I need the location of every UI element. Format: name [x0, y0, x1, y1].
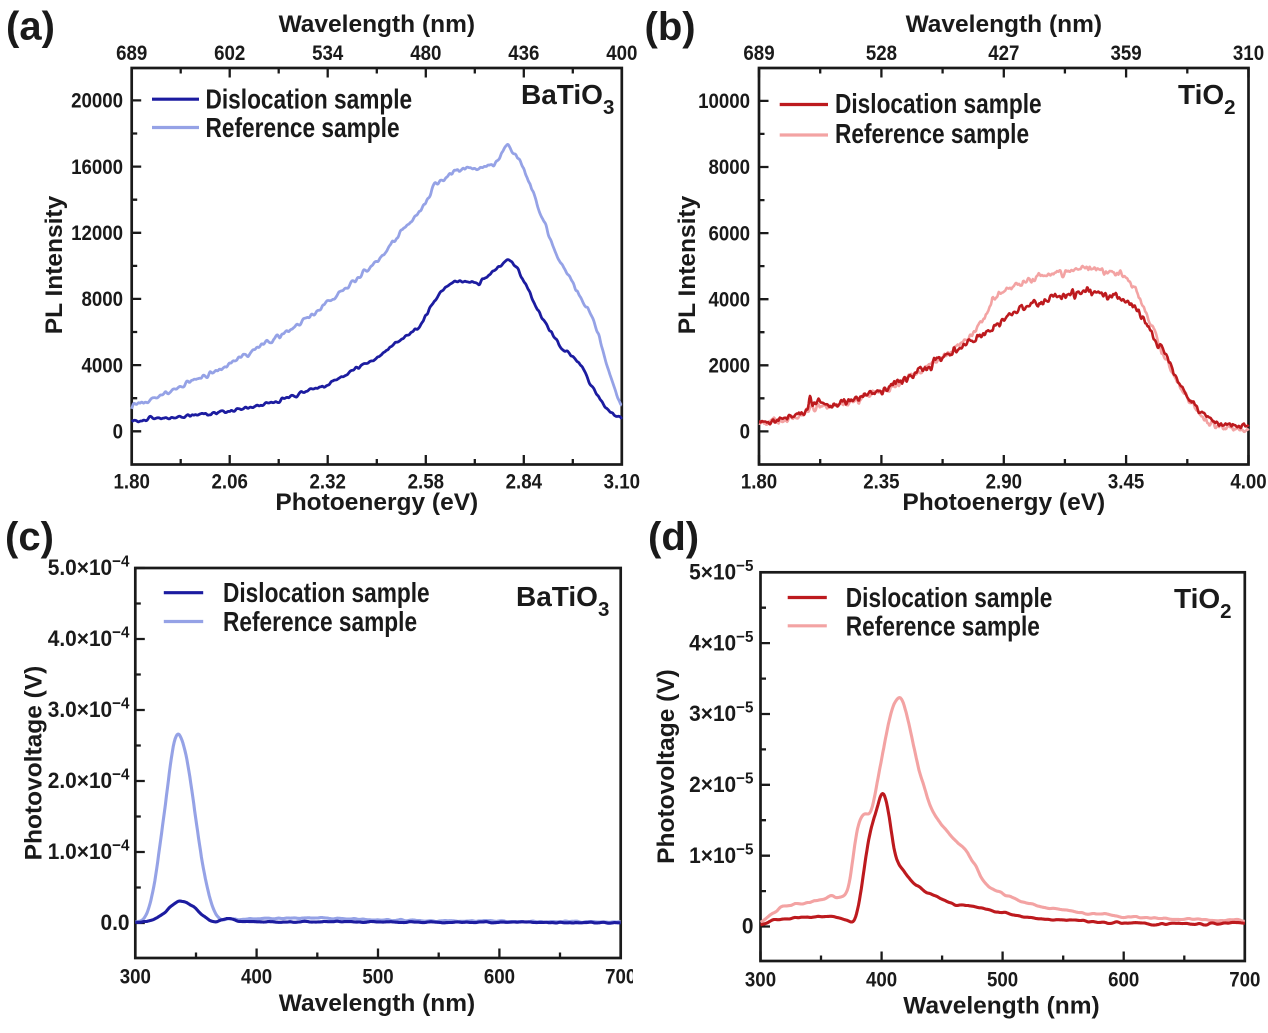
svg-text:400: 400: [606, 42, 637, 65]
svg-text:0.0: 0.0: [100, 911, 129, 936]
svg-text:Reference sample: Reference sample: [846, 611, 1040, 642]
svg-text:Wavelength (nm): Wavelength (nm): [903, 993, 1099, 1020]
svg-text:PL Intensity: PL Intensity: [41, 195, 68, 334]
svg-text:0: 0: [113, 421, 123, 444]
svg-text:600: 600: [1108, 969, 1139, 992]
svg-text:16000: 16000: [71, 156, 123, 179]
svg-text:Reference sample: Reference sample: [223, 607, 417, 638]
svg-text:Wavelength (nm): Wavelength (nm): [906, 11, 1102, 38]
svg-text:Photovoltage (V): Photovoltage (V): [21, 666, 48, 861]
svg-text:689: 689: [116, 42, 147, 65]
svg-text:Wavelength (nm): Wavelength (nm): [279, 990, 475, 1017]
svg-text:3.0×10−4: 3.0×10−4: [48, 695, 130, 722]
svg-text:436: 436: [508, 42, 539, 65]
svg-text:Dislocation sample: Dislocation sample: [835, 89, 1042, 120]
svg-text:2.58: 2.58: [408, 471, 444, 494]
svg-text:(c): (c): [5, 515, 54, 559]
svg-text:Dislocation sample: Dislocation sample: [846, 583, 1053, 614]
svg-text:528: 528: [866, 42, 897, 65]
svg-text:12000: 12000: [71, 222, 123, 245]
svg-text:3×10−5: 3×10−5: [689, 699, 754, 726]
svg-text:(b): (b): [645, 5, 696, 49]
svg-text:2.06: 2.06: [212, 471, 248, 494]
svg-text:359: 359: [1111, 42, 1142, 65]
svg-text:PL Intensity: PL Intensity: [674, 195, 701, 334]
svg-text:300: 300: [745, 969, 776, 992]
svg-text:8000: 8000: [81, 288, 123, 311]
svg-text:Dislocation sample: Dislocation sample: [206, 85, 413, 116]
svg-text:(a): (a): [6, 5, 55, 49]
svg-text:2.32: 2.32: [310, 471, 346, 494]
svg-text:6000: 6000: [708, 222, 750, 245]
svg-text:602: 602: [214, 42, 245, 65]
svg-text:1.80: 1.80: [114, 471, 150, 494]
svg-text:427: 427: [988, 42, 1019, 65]
svg-text:700: 700: [605, 966, 636, 989]
svg-text:400: 400: [241, 966, 272, 989]
svg-text:310: 310: [1233, 42, 1264, 65]
svg-text:4000: 4000: [81, 354, 123, 377]
svg-text:500: 500: [987, 969, 1018, 992]
svg-text:8000: 8000: [708, 156, 750, 179]
svg-text:700: 700: [1229, 969, 1260, 992]
svg-text:0: 0: [742, 914, 754, 939]
svg-text:Wavelength (nm): Wavelength (nm): [279, 11, 475, 38]
svg-text:300: 300: [120, 966, 151, 989]
svg-text:Reference sample: Reference sample: [835, 119, 1029, 150]
svg-text:4.00: 4.00: [1230, 471, 1266, 494]
svg-text:2.84: 2.84: [506, 471, 542, 494]
svg-text:1.80: 1.80: [741, 471, 777, 494]
svg-text:4000: 4000: [708, 288, 750, 311]
svg-text:(d): (d): [648, 515, 699, 559]
svg-text:10000: 10000: [698, 90, 750, 113]
svg-text:2.35: 2.35: [863, 471, 899, 494]
svg-text:480: 480: [410, 42, 441, 65]
svg-text:2.90: 2.90: [986, 471, 1022, 494]
svg-text:400: 400: [866, 969, 897, 992]
svg-text:3.10: 3.10: [604, 471, 640, 494]
svg-text:Reference sample: Reference sample: [206, 113, 400, 144]
svg-text:Photoenergy (eV): Photoenergy (eV): [275, 489, 478, 516]
svg-text:3.45: 3.45: [1108, 471, 1144, 494]
svg-text:Dislocation sample: Dislocation sample: [223, 578, 430, 609]
svg-text:2000: 2000: [708, 355, 750, 378]
svg-text:534: 534: [312, 42, 343, 65]
svg-text:Photoenergy (eV): Photoenergy (eV): [902, 489, 1105, 516]
svg-text:0: 0: [740, 421, 750, 444]
svg-text:500: 500: [362, 966, 393, 989]
svg-text:Photovoltage (V): Photovoltage (V): [653, 669, 680, 864]
svg-text:20000: 20000: [71, 90, 123, 113]
svg-text:689: 689: [743, 42, 774, 65]
svg-text:600: 600: [484, 966, 515, 989]
